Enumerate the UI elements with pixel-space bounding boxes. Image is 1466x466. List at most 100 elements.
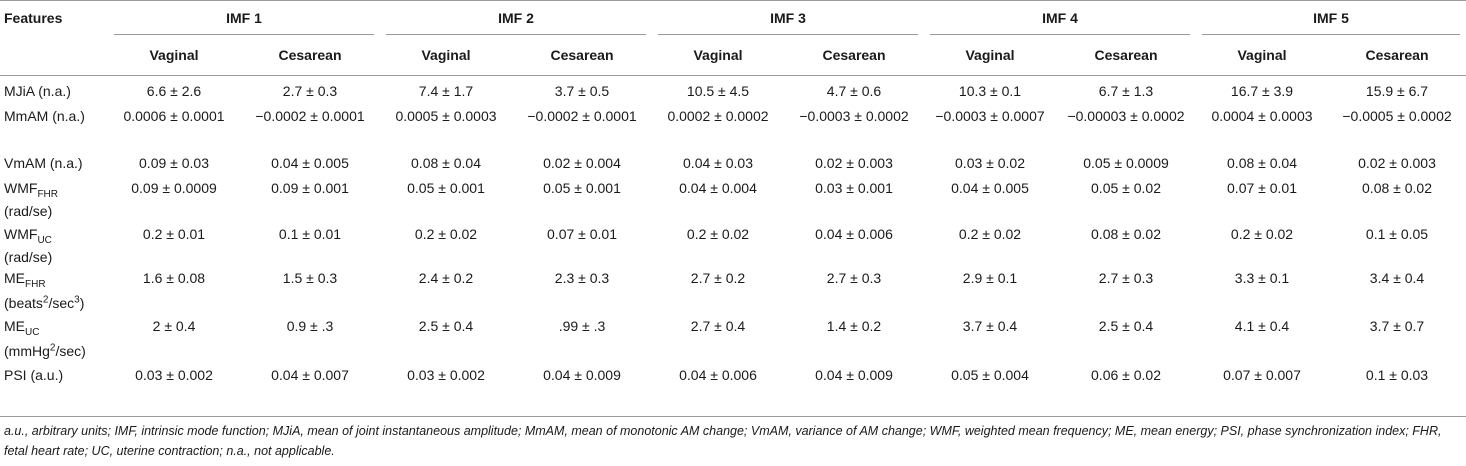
group-header-imf3: IMF 3 [652,1,924,36]
table-footnote: a.u., arbitrary units; IMF, intrinsic mo… [4,424,1442,458]
value-cell: 0.2 ± 0.01 [142,226,206,242]
feature-cell: MEUC (mmHg2/sec) [0,312,108,359]
value-cell: 3.7 ± 0.5 [554,83,610,99]
subheader-cesarean: Cesarean [278,47,342,63]
value-cell: 0.0005 ± 0.0003 [395,108,497,124]
value-cell: 0.9 ± .3 [286,318,334,334]
empty-header-cell [0,35,108,76]
value-cell: 0.05 ± 0.001 [407,180,485,196]
subheader-cesarean: Cesarean [822,47,886,63]
unit-superscript: 2 [42,294,49,306]
value-cell: 0.04 ± 0.009 [543,367,621,384]
feature-subscript: FHR [25,278,46,290]
value-cell: 0.07 ± 0.007 [1223,367,1301,384]
value-cell: −0.0003 ± 0.0002 [799,108,909,124]
unit-text: ) [79,295,85,312]
value-cell: 0.04 ± 0.006 [815,226,893,242]
value-cell: 0.08 ± 0.04 [411,155,481,171]
value-cell: −0.00003 ± 0.0002 [1067,108,1185,124]
value-cell: 6.6 ± 2.6 [146,83,202,99]
group-label: IMF 1 [114,2,374,35]
value-cell: 0.02 ± 0.004 [543,155,621,171]
value-cell: −0.0002 ± 0.0001 [255,108,365,124]
value-cell: 2.7 ± 0.4 [690,318,746,334]
group-label: IMF 2 [386,2,646,35]
value-cell: 2.9 ± 0.1 [962,270,1018,286]
value-cell: 2.4 ± 0.2 [418,270,474,286]
value-cell: 3.3 ± 0.1 [1234,270,1290,286]
table-row: MEUC (mmHg2/sec) 2 ± 0.4 0.9 ± .3 2.5 ± 0… [0,312,1466,359]
value-cell: 4.7 ± 0.6 [826,83,882,99]
group-header-imf5: IMF 5 [1196,1,1466,36]
value-cell: 10.3 ± 0.1 [958,83,1022,99]
subheader-vaginal: Vaginal [149,47,199,63]
value-cell: 0.0006 ± 0.0001 [123,108,225,124]
feature-unit: (mmHg2/sec) [4,342,86,360]
feature-cell: MJiA (n.a.) [4,83,71,99]
value-cell: 2.3 ± 0.3 [554,270,610,286]
feature-subscript: UC [25,326,40,338]
value-cell: 0.2 ± 0.02 [958,226,1022,242]
bottom-rule [0,416,1466,417]
value-cell: −0.0005 ± 0.0002 [1342,108,1452,124]
value-cell: 0.03 ± 0.002 [135,367,213,384]
value-cell: 7.4 ± 1.7 [418,83,474,99]
value-cell: 10.5 ± 4.5 [686,83,750,99]
table-body: MJiA (n.a.) 6.6 ± 2.6 2.7 ± 0.3 7.4 ± 1.… [0,76,1466,391]
subheader-vaginal: Vaginal [693,47,743,63]
value-cell: 0.07 ± 0.01 [1227,180,1297,196]
table-row: MEFHR (beats2/sec3) 1.6 ± 0.08 1.5 ± 0.3 … [0,266,1466,312]
value-cell: 6.7 ± 1.3 [1098,83,1154,99]
subheader-vaginal: Vaginal [421,47,471,63]
subheader-cesarean: Cesarean [550,47,614,63]
value-cell: .99 ± .3 [558,318,606,334]
table-row: MJiA (n.a.) 6.6 ± 2.6 2.7 ± 0.3 7.4 ± 1.… [0,76,1466,106]
value-cell: 1.5 ± 0.3 [282,270,338,286]
feature-main: WMF [4,226,38,242]
feature-subscript: UC [37,234,52,246]
table-row: WMFUC (rad/se) 0.2 ± 0.01 0.1 ± 0.01 0.2 … [0,220,1466,266]
value-cell: 0.04 ± 0.009 [815,367,893,384]
value-cell: 0.1 ± 0.01 [278,226,342,242]
results-table: Features IMF 1 IMF 2 IMF 3 IMF 4 IMF 5 V… [0,0,1466,391]
value-cell: 0.09 ± 0.001 [271,180,349,196]
value-cell: 0.2 ± 0.02 [414,226,478,242]
unit-superscript: 2 [49,342,56,354]
feature-cell: MmAM (n.a.) [4,108,85,124]
value-cell: 0.05 ± 0.004 [951,367,1029,384]
value-cell: 0.04 ± 0.004 [679,180,757,196]
value-cell: 15.9 ± 6.7 [1365,83,1429,99]
value-cell: 0.1 ± 0.05 [1365,226,1429,242]
feature-unit: (rad/se) [4,248,53,265]
subheader-vaginal: Vaginal [965,47,1015,63]
value-cell: 0.03 ± 0.002 [407,367,485,384]
feature-subscript: FHR [37,188,58,200]
group-header-imf1: IMF 1 [108,1,380,36]
value-cell: 1.4 ± 0.2 [826,318,882,334]
group-header-imf2: IMF 2 [380,1,652,36]
group-label: IMF 5 [1202,2,1460,35]
value-cell: 3.7 ± 0.7 [1369,318,1425,334]
unit-text: /sec) [55,343,86,360]
value-cell: 0.08 ± 0.04 [1227,155,1297,171]
table-row: PSI (a.u.) 0.03 ± 0.002 0.04 ± 0.007 0.0… [0,359,1466,391]
unit-superscript: 3 [74,294,80,306]
feature-cell: MEFHR (beats2/sec3) [0,266,108,312]
value-cell: 0.04 ± 0.006 [679,367,757,384]
value-cell: 0.08 ± 0.02 [1362,180,1432,196]
value-cell: 0.09 ± 0.0009 [131,180,217,196]
value-cell: 0.08 ± 0.02 [1091,226,1161,242]
subheader-cesarean: Cesarean [1365,47,1429,63]
subheader-row: Vaginal Cesarean Vaginal Cesarean Vagina… [0,35,1466,76]
value-cell: 2.7 ± 0.3 [826,270,882,286]
feature-unit: (rad/se) [4,202,53,219]
value-cell: 3.4 ± 0.4 [1369,270,1425,286]
table-row: VmAM (n.a.) 0.09 ± 0.03 0.04 ± 0.005 0.0… [0,148,1466,178]
header-rule [0,75,1466,76]
feature-cell: VmAM (n.a.) [4,155,83,171]
feature-cell: PSI (a.u.) [4,367,64,384]
table-row: WMFFHR (rad/se) 0.09 ± 0.0009 0.09 ± 0.00… [0,178,1466,220]
value-cell: −0.0002 ± 0.0001 [527,108,637,124]
features-header: Features [4,10,63,26]
